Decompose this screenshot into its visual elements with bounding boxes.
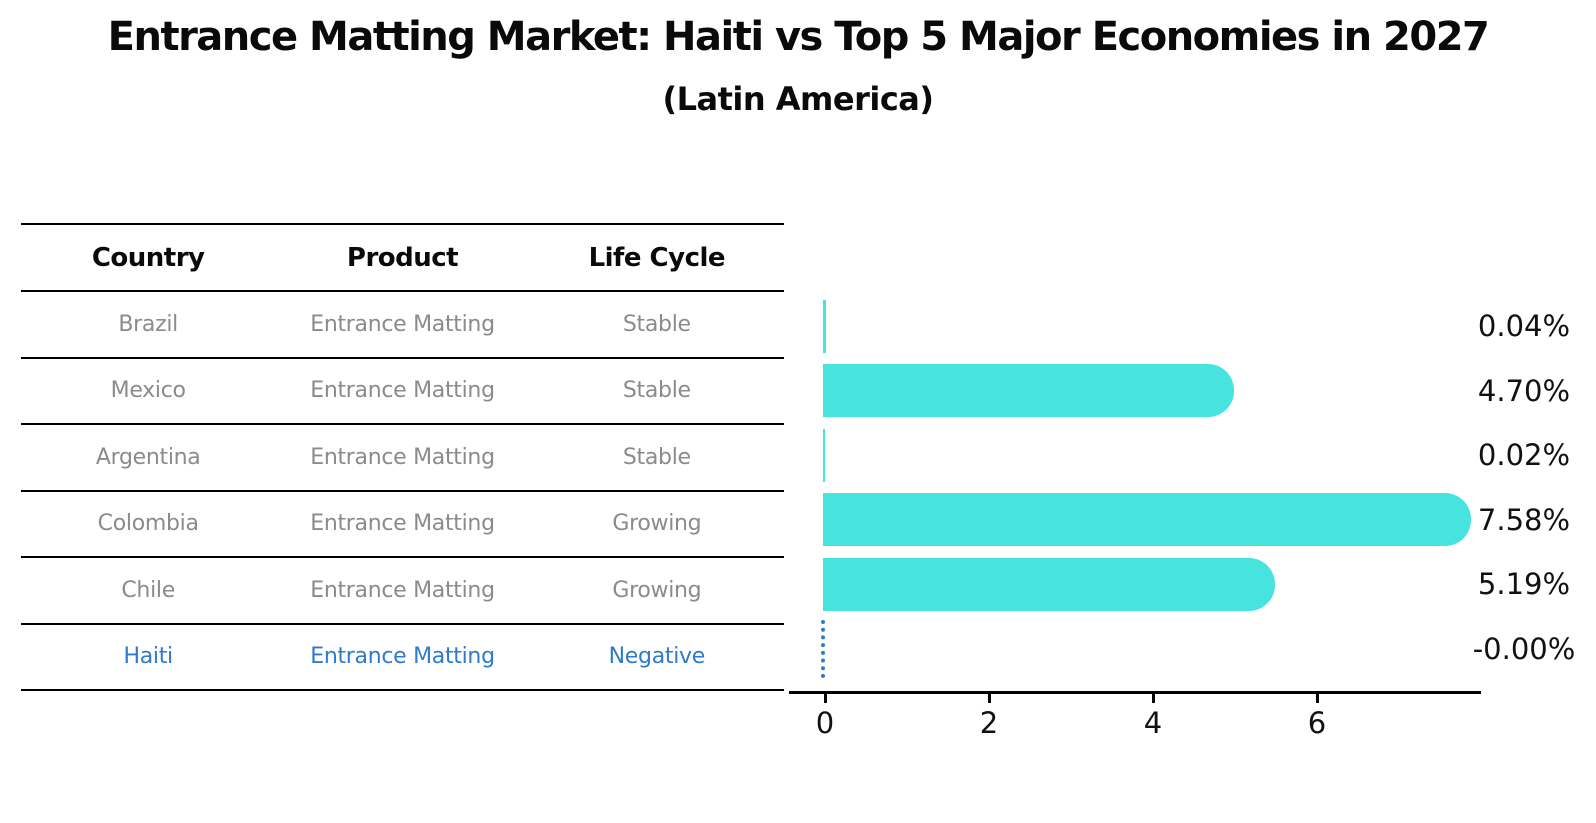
header-cell-product: Product <box>346 242 459 273</box>
bar-chile <box>823 557 1275 611</box>
value-label-brazil: 0.04% <box>1477 309 1571 343</box>
cell-country: Colombia <box>97 511 199 537</box>
x-tick-label-0: 0 <box>815 706 835 740</box>
value-label-haiti: -0.00% <box>1472 631 1576 666</box>
table-row-colombia: Colombia Entrance Matting Growing <box>21 492 784 558</box>
value-label-chile: 5.19% <box>1477 567 1571 601</box>
table-row-haiti: Haiti Entrance Matting Negative <box>21 625 784 691</box>
x-tick-label-6: 6 <box>1307 706 1327 740</box>
bar-argentina <box>823 428 825 482</box>
x-tick-label-2: 2 <box>979 706 999 740</box>
table-row-brazil: Brazil Entrance Matting Stable <box>21 292 784 359</box>
cell-product: Entrance Matting <box>310 511 495 537</box>
cell-lifecycle: Stable <box>622 444 691 470</box>
cell-lifecycle: Growing <box>612 511 702 537</box>
cell-lifecycle: Stable <box>622 378 691 404</box>
x-tick-label-4: 4 <box>1143 706 1163 740</box>
cell-country: Haiti <box>123 644 173 670</box>
x-tick-mark-4 <box>1151 694 1155 703</box>
cell-product: Entrance Matting <box>310 378 495 404</box>
header-cell-country: Country <box>91 242 205 273</box>
cell-country: Argentina <box>95 444 201 470</box>
table-header-row: Country Product Life Cycle <box>21 225 784 292</box>
table-row-chile: Chile Entrance Matting Growing <box>21 558 784 625</box>
chart-subtitle: (Latin America) <box>662 80 934 118</box>
table-row-argentina: Argentina Entrance Matting Stable <box>21 425 784 492</box>
x-tick-mark-2 <box>987 694 991 703</box>
value-label-colombia: 7.58% <box>1477 502 1571 537</box>
haiti-zero-marker <box>821 619 825 678</box>
bar-colombia <box>823 493 1471 546</box>
table-row-mexico: Mexico Entrance Matting Stable <box>21 359 784 425</box>
bar-brazil <box>823 299 827 353</box>
comparison-table: Country Product Life Cycle Brazil Entran… <box>21 223 784 691</box>
cell-product: Entrance Matting <box>310 644 495 670</box>
cell-product: Entrance Matting <box>310 577 495 603</box>
cell-country: Brazil <box>118 311 178 337</box>
value-label-mexico: 4.70% <box>1477 373 1571 408</box>
x-axis-line <box>789 691 1481 694</box>
cell-lifecycle: Growing <box>612 577 702 603</box>
cell-country: Mexico <box>110 378 186 404</box>
cell-lifecycle: Negative <box>608 644 706 670</box>
value-label-argentina: 0.02% <box>1477 438 1571 472</box>
cell-country: Chile <box>121 577 175 603</box>
cell-product: Entrance Matting <box>310 311 495 337</box>
cell-product: Entrance Matting <box>310 444 495 470</box>
header-cell-lifecycle: Life Cycle <box>588 242 726 273</box>
x-tick-mark-0 <box>823 694 827 703</box>
x-tick-mark-6 <box>1315 694 1319 703</box>
cell-lifecycle: Stable <box>622 311 691 337</box>
chart-title: Entrance Matting Market: Haiti vs Top 5 … <box>107 14 1490 60</box>
bar-mexico <box>823 364 1235 417</box>
